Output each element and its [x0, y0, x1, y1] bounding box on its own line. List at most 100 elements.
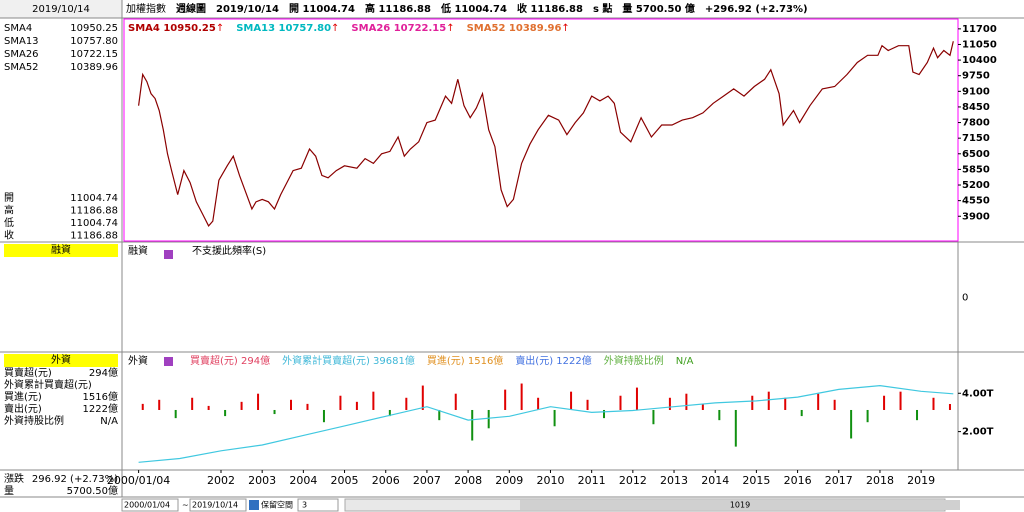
ohlc-value: 11186.88: [70, 206, 118, 217]
margin-icon[interactable]: [164, 250, 173, 259]
bar: [388, 409, 391, 417]
space-label: 保留空間: [261, 500, 293, 510]
legend-entry: SMA52 10389.96: [467, 23, 562, 34]
bar: [850, 409, 853, 439]
end-date-input[interactable]: [189, 498, 247, 512]
x-tick-label: 2016: [784, 474, 812, 487]
ohlc-label: 收: [4, 229, 14, 242]
bar: [290, 399, 293, 410]
legend-entry: N/A: [676, 356, 694, 367]
bar: [718, 409, 721, 421]
bar-count: 1019: [730, 501, 750, 510]
bar: [454, 393, 457, 410]
ohlc-value: 11004.74: [70, 193, 118, 204]
scroll-thumb[interactable]: [520, 500, 960, 510]
bar: [603, 409, 606, 419]
bar: [668, 397, 671, 410]
bar: [141, 403, 144, 410]
bar: [421, 385, 424, 410]
y-tick-label: 7150: [962, 133, 990, 144]
y-tick-label: 9100: [962, 86, 990, 97]
bar: [883, 395, 886, 410]
legend-entry: SMA4 10950.25: [128, 23, 216, 34]
legend-entry: 外資持股比例: [604, 354, 664, 367]
foreign-item-label: 買進(元): [4, 391, 42, 403]
bar: [586, 399, 589, 410]
legend-entry: 外資累計買賣超(元) 39681億: [282, 354, 415, 367]
bar: [916, 409, 919, 421]
start-date: 2000/01/04: [124, 501, 170, 510]
header-info: 加權指數 週線圖 2019/10/14 開 11004.74 高 11186.88 低 1…: [126, 2, 808, 15]
legend-entry: SMA13 10757.80: [236, 23, 331, 34]
bar: [471, 409, 474, 441]
foreign-item-label: 外資累計買賣超(元): [4, 378, 92, 391]
header-item: 收 11186.88: [517, 2, 583, 15]
bar: [833, 399, 836, 410]
bar: [438, 409, 441, 421]
bar: [817, 393, 820, 410]
header-item: 量 5700.50 億: [622, 2, 695, 15]
y-tick-label: 4550: [962, 196, 990, 207]
main-plot-frame: [123, 18, 959, 242]
legend-arrow: ↑: [331, 23, 339, 34]
y-tick-label: 11700: [962, 24, 997, 35]
sma-value: 10950.25: [70, 23, 118, 34]
y-tick-label: 4.00T: [962, 388, 994, 399]
sma-value: 10389.96: [70, 62, 118, 73]
x-tick-label: 2019: [907, 474, 935, 487]
bar: [191, 397, 194, 410]
ohlc-label: 開: [4, 192, 14, 204]
bar: [158, 399, 161, 410]
foreign-item-value: N/A: [100, 416, 118, 427]
range-sep: ~: [182, 501, 189, 510]
bar: [751, 395, 754, 410]
y-tick-label: 6500: [962, 149, 990, 160]
legend-arrow: ↑: [216, 23, 224, 34]
change-value: 296.92 (+2.73%): [32, 474, 118, 485]
bar: [619, 395, 622, 410]
header-item: 週線圖: [176, 2, 206, 15]
bar: [553, 409, 556, 427]
header-item: 加權指數: [126, 2, 166, 15]
y-tick-label: 5850: [962, 164, 990, 175]
header-item: +296.92 (+2.73%): [705, 4, 808, 15]
bar: [570, 391, 573, 410]
start-date-input[interactable]: [121, 498, 179, 512]
y-tick-label: 7800: [962, 118, 990, 129]
bar: [866, 409, 869, 423]
bar: [767, 391, 770, 410]
foreign-header: [4, 354, 118, 367]
legend: 買賣超(元) 294億 外資累計買賣超(元) 39681億 買進(元) 1516億賣…: [190, 354, 694, 367]
x-tick-label: 2004: [289, 474, 317, 487]
y-tick-label: 11050: [962, 39, 997, 50]
bar: [207, 405, 210, 410]
x-tick-label: 2011: [578, 474, 606, 487]
bar: [372, 391, 375, 410]
bar: [948, 403, 951, 410]
legend-arrow: ↑: [446, 23, 454, 34]
header-item: 開 11004.74: [289, 3, 355, 15]
ohlc-value: 11004.74: [70, 218, 118, 229]
margin-header: [4, 244, 118, 257]
x-tick-label: 2003: [248, 474, 276, 487]
x-tick-label: 2018: [866, 474, 894, 487]
space-input[interactable]: [297, 498, 339, 512]
change-label: 漲跌: [4, 472, 24, 485]
foreign-panel-title: 外資: [128, 355, 148, 367]
ohlc-value: 11186.88: [70, 231, 118, 242]
end-date: 2019/10/14: [192, 501, 238, 510]
space-value: 3: [302, 501, 307, 510]
bar: [273, 409, 276, 415]
bar: [504, 389, 507, 410]
x-tick-label: 2002: [207, 474, 235, 487]
foreign-icon[interactable]: [164, 357, 173, 366]
header-item: s 點: [593, 2, 612, 15]
bar: [899, 391, 902, 410]
ohlc-label: 低: [4, 216, 14, 229]
x-tick-label: 2009: [495, 474, 523, 487]
foreign-item-value: 1516億: [83, 390, 118, 403]
y-tick-label: 0: [962, 293, 968, 304]
header-item: 2019/10/14: [216, 4, 279, 15]
space-icon[interactable]: [249, 500, 259, 510]
bar: [405, 397, 408, 410]
